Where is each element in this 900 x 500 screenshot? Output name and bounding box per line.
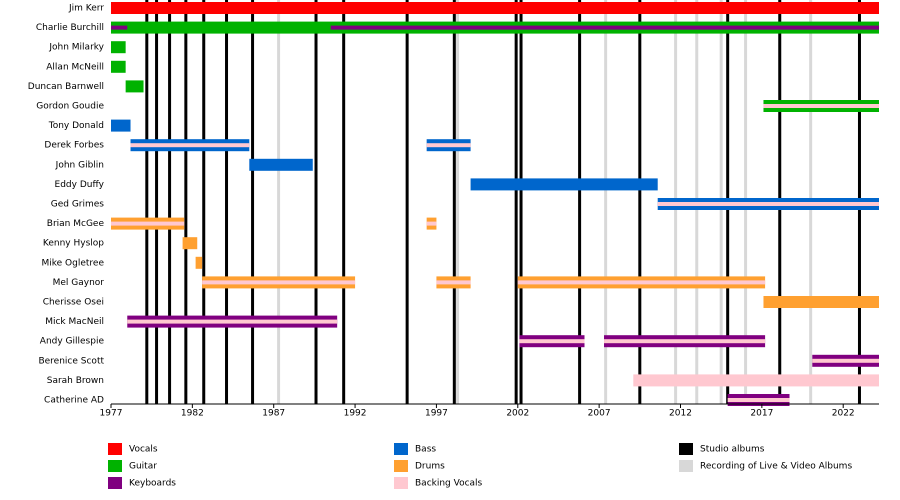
legend-label: Studio albums <box>700 445 765 455</box>
role-bar <box>249 158 313 171</box>
member-name: John Milarky <box>48 43 104 53</box>
legend-swatch <box>679 460 693 472</box>
x-tick-label: 2022 <box>832 409 855 419</box>
secondary-role-stripe <box>426 221 437 226</box>
role-bar <box>111 2 879 14</box>
member-name: Cherisse Osei <box>43 298 104 308</box>
role-bar <box>111 41 126 54</box>
member-name: Mike Ogletree <box>42 258 105 268</box>
member-name: Sarah Brown <box>47 376 104 386</box>
secondary-role-stripe <box>202 280 356 285</box>
secondary-role-stripe <box>519 339 585 344</box>
member-name: Charlie Burchill <box>36 23 104 33</box>
x-tick-label: 2002 <box>506 409 529 419</box>
legend-label: Bass <box>415 445 436 455</box>
secondary-role-stripe <box>763 104 879 108</box>
member-name: Duncan Barnwell <box>28 82 104 92</box>
member-name: Allan McNeill <box>46 62 104 72</box>
legend-label: Recording of Live & Video Albums <box>700 462 852 472</box>
role-bar <box>763 296 879 308</box>
x-tick-label: 1977 <box>100 409 123 419</box>
secondary-role-stripe <box>130 143 250 148</box>
member-name: Andy Gillespie <box>40 337 105 347</box>
legend-label: Keyboards <box>129 479 176 489</box>
member-name: Berenice Scott <box>38 356 104 366</box>
member-name: Eddy Duffy <box>55 180 105 190</box>
secondary-role-stripe <box>727 398 790 402</box>
legend-swatch <box>679 443 693 455</box>
secondary-role-stripe <box>517 280 766 285</box>
x-tick-label: 2007 <box>588 409 611 419</box>
x-tick-label: 1997 <box>425 409 448 419</box>
member-name: Brian McGee <box>47 219 105 229</box>
role-bar <box>195 256 203 269</box>
member-name: Tony Donald <box>48 121 104 131</box>
member-name: Catherine AD <box>44 396 104 406</box>
member-name: Derek Forbes <box>44 141 104 151</box>
x-tick-label: 2017 <box>750 409 773 419</box>
role-bar <box>111 60 126 73</box>
legend-label: Backing Vocals <box>415 479 483 489</box>
legend-swatch <box>108 477 122 489</box>
secondary-role-stripe <box>604 339 766 344</box>
legend-swatch <box>394 477 408 489</box>
legend-swatch <box>108 460 122 472</box>
role-bar <box>125 80 144 93</box>
secondary-role-stripe <box>127 319 338 324</box>
legend-swatch <box>394 443 408 455</box>
secondary-role-stripe <box>436 280 471 285</box>
x-tick-label: 2012 <box>669 409 692 419</box>
legend-swatch <box>108 443 122 455</box>
x-tick-label: 1992 <box>344 409 367 419</box>
secondary-role-stripe <box>426 143 471 148</box>
role-bar <box>470 178 658 191</box>
secondary-role-stripe <box>111 25 128 30</box>
member-name: Jim Kerr <box>68 4 104 14</box>
member-name: John Giblin <box>55 160 104 170</box>
legend-label: Guitar <box>129 462 157 472</box>
legend-swatch <box>394 460 408 472</box>
x-tick-label: 1982 <box>181 409 204 419</box>
member-name: Mick MacNeil <box>45 317 104 327</box>
member-name: Mel Gaynor <box>53 278 105 288</box>
role-bar <box>182 237 198 250</box>
role-bar <box>633 374 879 387</box>
x-tick-label: 1987 <box>262 409 285 419</box>
secondary-role-stripe <box>657 202 879 206</box>
secondary-role-stripe <box>812 358 879 363</box>
member-name: Gordon Goudie <box>36 102 104 112</box>
member-name: Ged Grimes <box>51 200 105 210</box>
secondary-role-stripe <box>111 221 185 226</box>
member-name: Kenny Hyslop <box>43 239 104 249</box>
secondary-role-stripe <box>330 25 879 30</box>
legend-label: Drums <box>415 462 445 472</box>
role-bar <box>111 119 131 132</box>
legend-label: Vocals <box>129 445 158 455</box>
